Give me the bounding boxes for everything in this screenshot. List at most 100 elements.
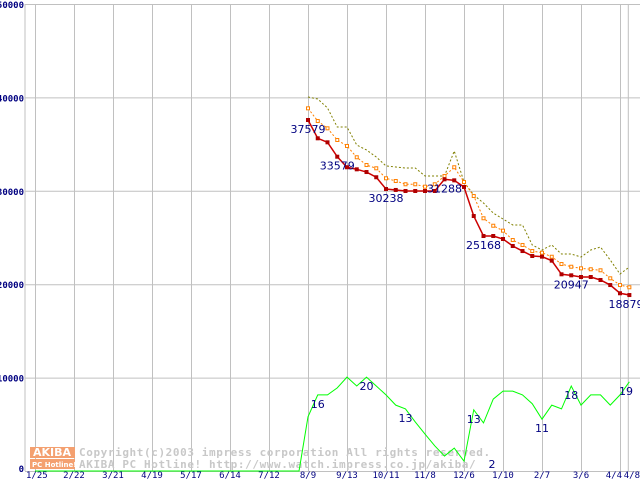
min-price-point (364, 170, 369, 175)
average-price-point (306, 106, 310, 111)
min-price-point (345, 165, 349, 170)
min-price-data-label: 37579 (291, 123, 326, 136)
grid (24, 4, 640, 472)
y-tick-label: 40000 (0, 94, 24, 104)
average-price-point (588, 267, 593, 272)
x-tick-label: 1/10 (492, 471, 514, 480)
min-price-point (442, 177, 447, 182)
average-price-point (627, 285, 632, 290)
average-price-point (549, 254, 554, 259)
min-price-line (307, 119, 630, 296)
min-price-point (540, 254, 544, 259)
average-price-point (530, 249, 535, 254)
min-price-point (471, 214, 476, 219)
x-tick-label: 2/22 (63, 471, 85, 480)
min-price-point (491, 234, 496, 239)
x-tick-label: 11/8 (414, 471, 436, 480)
average-price-point (501, 228, 505, 233)
average-price-point (393, 178, 398, 183)
average-price-point (442, 174, 447, 179)
average-price-point (618, 283, 622, 288)
min-price-point (520, 249, 525, 254)
average-price-point (384, 176, 388, 181)
average-price-point (423, 184, 427, 189)
average-price-point (491, 223, 496, 228)
min-price-data-label: 18879 (609, 298, 640, 311)
y-tick-label: 10000 (0, 375, 24, 385)
x-tick-label: 5/17 (180, 471, 202, 480)
akiba-logo-text: AKIBA (33, 446, 72, 459)
watermark: AKIBA PC Hotline! Copyright(c)2003 impre… (30, 446, 490, 471)
shop-count-data-label: 18 (564, 389, 578, 402)
x-tick-label: 3/6 (573, 471, 589, 480)
average-price-point (598, 268, 603, 273)
average-price-point (452, 165, 457, 170)
x-tick-label: 12/6 (453, 471, 475, 480)
min-price-point (315, 136, 320, 141)
average-price-point (520, 242, 525, 247)
shop-count-data-label: 11 (535, 422, 549, 435)
x-tick-label: 9/13 (336, 471, 358, 480)
min-price-point (588, 275, 593, 280)
average-price-point (325, 126, 330, 131)
min-price-point (306, 118, 310, 123)
min-price-point (393, 187, 398, 192)
shop-count-data-label: 2 (489, 458, 496, 471)
data-labels: 37579 33579 30238 31288 25168 20947 18879 16 20 1… (291, 123, 640, 471)
x-tick-label: 4/4 (606, 471, 622, 480)
average-price-point (315, 119, 320, 124)
x-tick-label: 10/11 (372, 471, 399, 480)
x-tick-label: 2/7 (534, 471, 550, 480)
x-tick-label: 7/12 (258, 471, 280, 480)
min-price-point (432, 188, 437, 193)
min-price-data-label: 33579 (320, 160, 355, 173)
min-price-point (462, 184, 466, 189)
min-price-point (559, 272, 564, 277)
min-price-point (374, 175, 379, 180)
min-price-data-label: 30238 (369, 192, 404, 205)
x-tick-label: 6/14 (219, 471, 241, 480)
y-tick-label: 30000 (0, 188, 24, 198)
average-price-point (608, 276, 613, 281)
shop-count-data-label: 13 (467, 413, 481, 426)
site-url-text: AKIBA PC Hotline! http://www.watch.impre… (79, 458, 476, 471)
average-price-point (432, 182, 437, 187)
shop-count-line (35, 376, 630, 472)
y-tick-label: 50000 (0, 1, 24, 11)
x-tick-label: 1/25 (26, 471, 48, 480)
min-price-point (423, 188, 427, 193)
min-price-point (579, 275, 583, 280)
min-price-data-label: 25168 (466, 239, 501, 252)
min-price-point (325, 140, 330, 145)
average-price-point (540, 250, 544, 255)
average-price-point (510, 238, 515, 243)
min-price-point (354, 167, 359, 172)
average-price-point (579, 266, 583, 271)
average-price-point (374, 166, 379, 171)
min-price-point (598, 277, 603, 282)
akiba-logo-bottom (30, 459, 75, 469)
y-tick-label: 0 (19, 465, 24, 475)
min-price-point (618, 291, 622, 296)
min-price-point (627, 293, 632, 298)
average-price-point (335, 137, 340, 142)
average-price-point (345, 143, 349, 148)
average-price-point (471, 194, 476, 199)
min-price-point (384, 187, 388, 192)
y-tick-label: 20000 (0, 281, 24, 291)
x-tick-label: 8/9 (300, 471, 316, 480)
average-price-point (462, 180, 466, 185)
x-tick-label: 4/8 (624, 471, 640, 480)
max-price-line (307, 96, 630, 275)
shop-count-data-label: 20 (360, 380, 374, 393)
min-price-point (413, 188, 418, 193)
min-price-point (510, 243, 515, 248)
akiba-logo-top (30, 447, 75, 458)
x-tick-label: 3/21 (102, 471, 124, 480)
min-price-point (335, 154, 340, 159)
min-price-point (549, 258, 554, 263)
average-price-point (413, 182, 418, 187)
shop-count-data-label: 13 (399, 412, 413, 425)
